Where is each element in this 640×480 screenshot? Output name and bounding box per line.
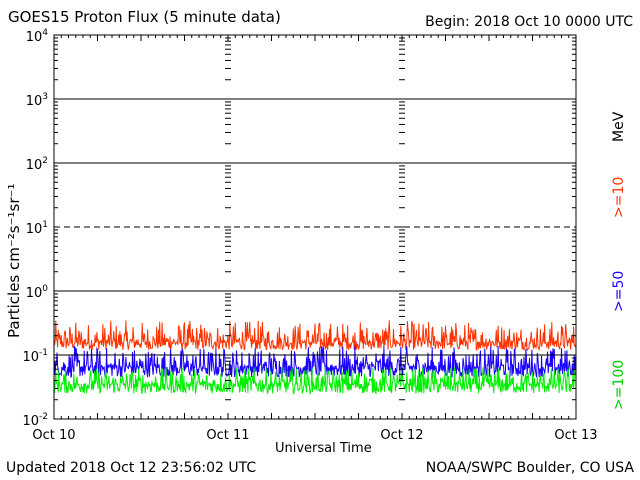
- y-tick-label: 100: [26, 284, 49, 301]
- x-tick-label: Oct 11: [206, 428, 249, 443]
- series-line-1: [53, 345, 576, 379]
- updated-timestamp: Updated 2018 Oct 12 23:56:02 UTC: [6, 460, 257, 476]
- y-tick-label: 104: [26, 28, 49, 45]
- y-tick-label: 103: [26, 92, 48, 109]
- begin-time: Begin: 2018 Oct 10 0000 UTC: [425, 14, 633, 30]
- series-line-2: [53, 366, 576, 396]
- y-axis-label: Particles cm⁻²s⁻¹sr⁻¹: [5, 184, 23, 338]
- legend-label-10mev: >=10: [611, 176, 627, 218]
- unit-label-text: MeV: [611, 111, 627, 142]
- legend-label-50mev: >=50: [611, 270, 627, 312]
- series-line-0: [53, 320, 576, 352]
- legend-item-50mev: >=50: [611, 271, 627, 312]
- unit-label: MeV: [611, 112, 627, 142]
- y-tick-label: 101: [26, 220, 48, 237]
- y-tick-label: 102: [26, 156, 48, 173]
- y-tick-label: 10-1: [22, 348, 48, 365]
- legend-item-100mev: >=100: [611, 360, 627, 410]
- legend-item-10mev: >=10: [611, 177, 627, 218]
- y-axis-label-text: Particles cm⁻²s⁻¹sr⁻¹: [5, 183, 23, 338]
- x-axis-label: Universal Time: [275, 441, 372, 456]
- y-tick-label: 10-2: [22, 412, 48, 429]
- chart-title: GOES15 Proton Flux (5 minute data): [8, 8, 281, 26]
- legend-label-100mev: >=100: [611, 359, 627, 410]
- data-credit: NOAA/SWPC Boulder, CO USA: [425, 460, 634, 476]
- x-tick-label: Oct 10: [32, 428, 75, 443]
- x-tick-label: Oct 12: [380, 428, 423, 443]
- x-tick-label: Oct 13: [554, 428, 597, 443]
